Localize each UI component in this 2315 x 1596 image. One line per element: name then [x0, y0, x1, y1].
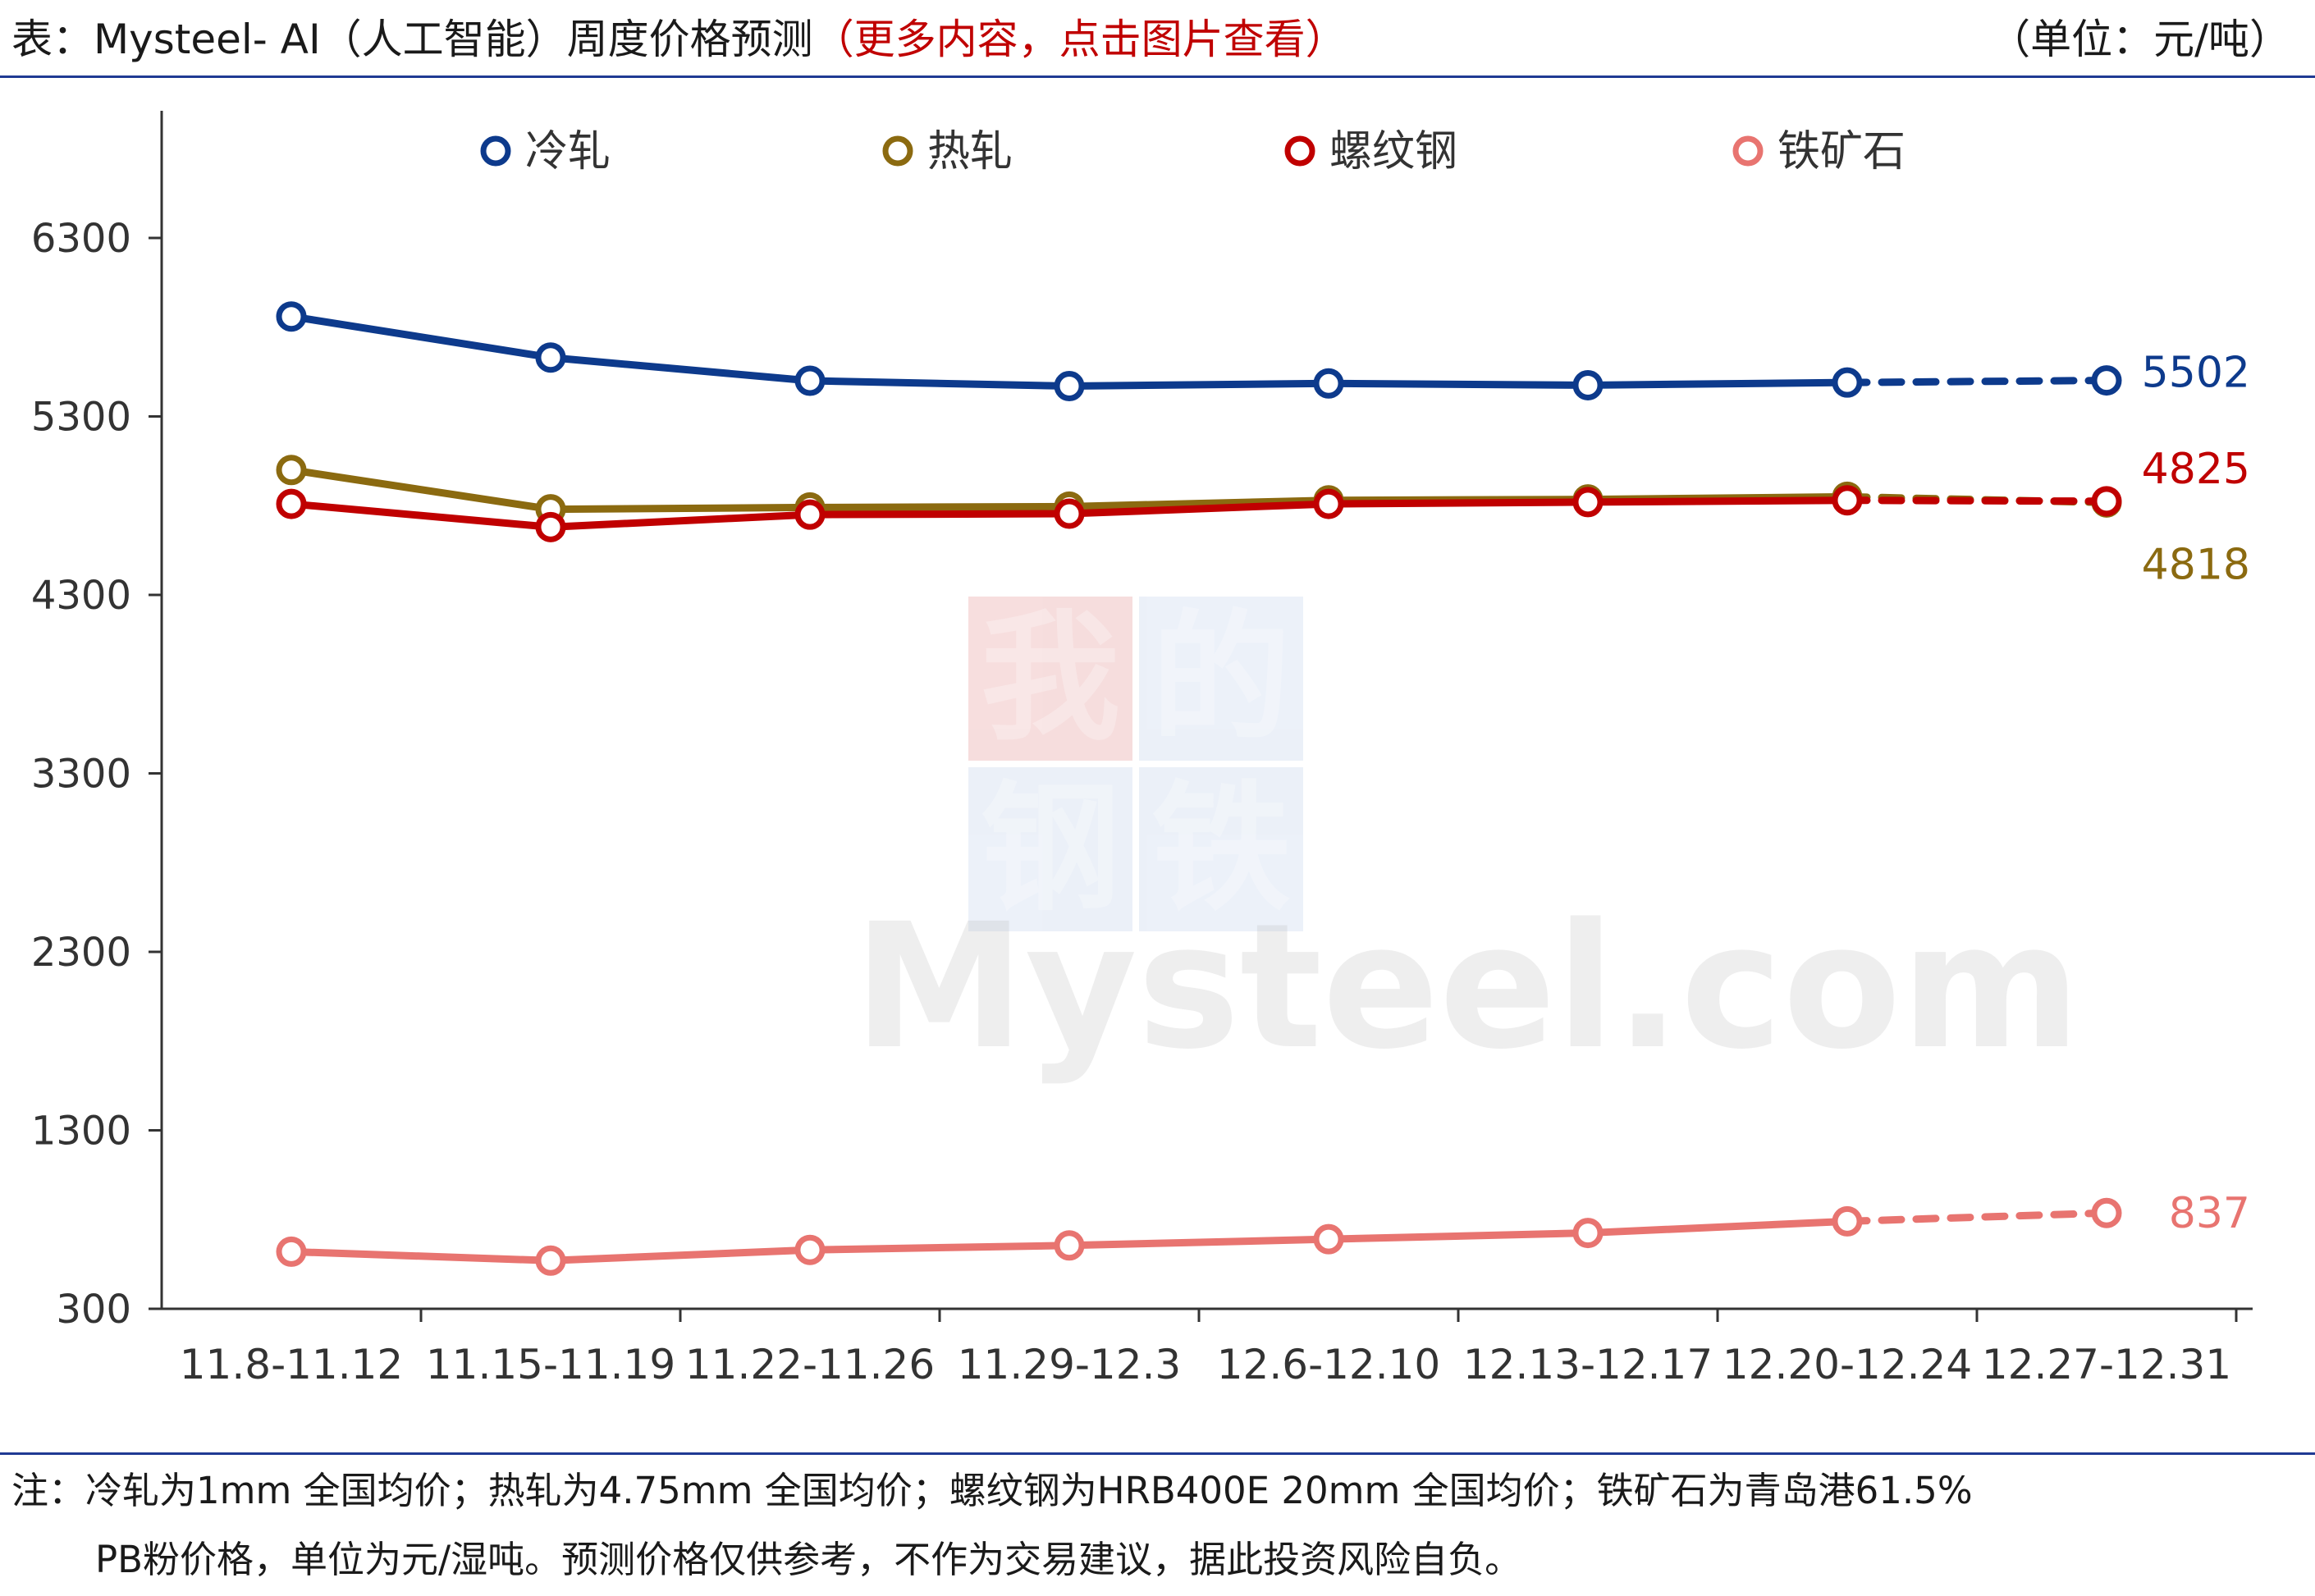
y-tick-label: 300: [56, 1287, 131, 1333]
y-tick-label: 6300: [31, 216, 131, 262]
data-point-cold_rolled: [2091, 365, 2122, 396]
data-point-rebar: [1572, 487, 1604, 518]
data-point-cold_rolled: [1572, 369, 1604, 400]
footnote-line-2: PB粉价格，单位为元/湿吨。预测价格仅供参考，不作为交易建议，据此投资风险自负。: [95, 1538, 1522, 1581]
data-point-iron_ore: [794, 1234, 826, 1265]
footer-divider: [0, 1452, 2315, 1455]
legend-marker-icon: [1732, 135, 1764, 167]
chart-header: 表：Mysteel- AI（人工智能）周度价格预测（更多内容，点击图片查看） （…: [0, 0, 2315, 78]
footnote-line-1: 注：冷轧为1mm 全国均价；热轧为4.75mm 全国均价；螺纹钢为HRB400E…: [11, 1469, 1973, 1512]
data-point-hot_rolled: [276, 455, 307, 486]
data-point-cold_rolled: [1054, 371, 1085, 402]
data-point-iron_ore: [2091, 1197, 2122, 1228]
footnote: 注：冷轧为1mm 全国均价；热轧为4.75mm 全国均价；螺纹钢为HRB400E…: [11, 1457, 2301, 1594]
x-tick-label: 11.8-11.12: [180, 1341, 404, 1388]
end-value-label-iron_ore: 837: [2169, 1189, 2250, 1238]
data-point-rebar: [535, 511, 566, 542]
watermark-tile: [1139, 767, 1303, 931]
data-point-iron_ore: [276, 1236, 307, 1267]
data-point-rebar: [794, 499, 826, 530]
x-tick-label: 11.29-12.3: [958, 1341, 1182, 1388]
legend-label: 螺纹钢: [1329, 127, 1457, 176]
data-point-iron_ore: [1572, 1218, 1604, 1249]
legend-label: 冷轧: [525, 127, 611, 176]
end-value-label-hot_rolled: 4818: [2142, 540, 2250, 589]
data-point-cold_rolled: [1313, 368, 1344, 399]
data-point-iron_ore: [1832, 1205, 1863, 1237]
data-point-cold_rolled: [1832, 367, 1863, 398]
watermark-brand: Mysteel.com: [853, 886, 2080, 1087]
x-tick-label: 12.6-12.10: [1217, 1341, 1441, 1388]
y-tick-label: 3300: [31, 752, 131, 798]
legend-item-cold_rolled: 冷轧: [480, 127, 611, 176]
y-tick-label: 2300: [31, 930, 131, 976]
watermark-tile: [968, 597, 1132, 761]
watermark-char: 钢: [981, 768, 1120, 931]
legend-marker-icon: [1284, 135, 1315, 167]
legend-item-hot_rolled: 热轧: [882, 127, 1013, 176]
watermark: [968, 597, 1303, 931]
data-point-cold_rolled: [276, 301, 307, 332]
data-point-rebar: [2091, 486, 2122, 517]
watermark-tile: [968, 767, 1132, 931]
data-point-rebar: [1832, 485, 1863, 516]
data-point-rebar: [276, 488, 307, 519]
x-tick-label: 11.22-11.26: [685, 1341, 935, 1388]
watermark-char: 我: [981, 597, 1120, 760]
legend-marker-icon: [882, 135, 913, 167]
unit-label: （单位：元/吨）: [1989, 16, 2290, 63]
legend-item-iron_ore: 铁矿石: [1732, 127, 1906, 176]
y-tick-label: 1300: [31, 1109, 131, 1155]
watermark-char: 的: [1151, 597, 1291, 760]
legend: 冷轧 热轧 螺纹钢 铁矿石: [480, 127, 1906, 176]
axes: 6300 5300 4300 3300 2300 1300 300 11.8-11.12 11.…: [31, 111, 2253, 1388]
price-forecast-chart: 我 的 钢 铁 Mysteel.com 冷轧 热轧 螺纹钢 铁矿石 6300 5300 4…: [31, 111, 2253, 1388]
end-value-label-rebar: 4825: [2142, 445, 2250, 494]
data-point-iron_ore: [1054, 1230, 1085, 1261]
legend-item-rebar: 螺纹钢: [1284, 127, 1457, 176]
chart-title: 表：Mysteel- AI（人工智能）周度价格预测（更多内容，点击图片查看）: [11, 10, 1347, 69]
x-tick-label: 12.27-12.31: [1982, 1341, 2231, 1388]
legend-marker-icon: [480, 135, 511, 167]
legend-label: 热轧: [927, 127, 1013, 176]
data-point-iron_ore: [535, 1245, 566, 1276]
series-forecast-line-cold_rolled: [1843, 377, 2111, 386]
series-layer: 837 5502 4818 4825: [276, 301, 2250, 1276]
data-point-rebar: [1054, 498, 1085, 529]
data-point-rebar: [1313, 488, 1344, 519]
header-divider: [0, 75, 2315, 78]
data-point-cold_rolled: [794, 365, 826, 396]
y-tick-label: 5300: [31, 395, 131, 441]
data-point-iron_ore: [1313, 1223, 1344, 1255]
legend-label: 铁矿石: [1777, 127, 1906, 176]
x-tick-label: 11.15-11.19: [426, 1341, 675, 1388]
data-point-cold_rolled: [535, 342, 566, 373]
chart-title-main: 表：Mysteel- AI（人工智能）周度价格预测: [11, 16, 813, 63]
more-content-link[interactable]: （更多内容，点击图片查看）: [812, 16, 1347, 63]
y-tick-label: 4300: [31, 573, 131, 619]
watermark-tile: [1139, 597, 1303, 761]
series-forecast-line-iron_ore: [1843, 1209, 2111, 1225]
end-value-label-cold_rolled: 5502: [2142, 349, 2250, 398]
watermark-char: 铁: [1151, 768, 1291, 931]
x-tick-label: 12.20-12.24: [1723, 1341, 1972, 1388]
x-tick-label: 12.13-12.17: [1463, 1341, 1713, 1388]
